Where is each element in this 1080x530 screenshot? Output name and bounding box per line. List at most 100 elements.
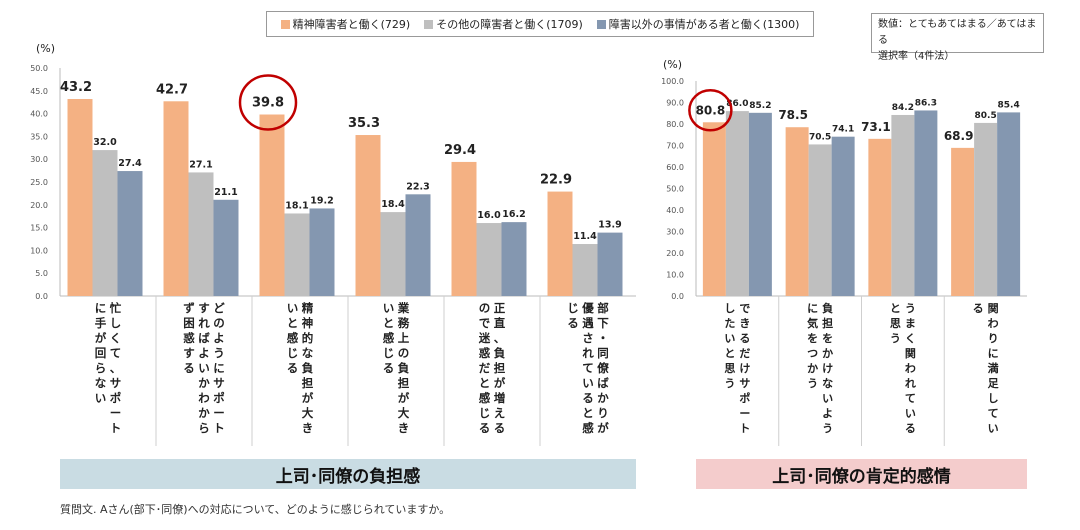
category-label-char: ど bbox=[213, 301, 225, 315]
bar bbox=[831, 136, 855, 296]
category-label-char: い bbox=[822, 392, 833, 405]
bar bbox=[868, 138, 892, 296]
y-tick-label: 40.0 bbox=[30, 110, 48, 119]
category-label-char: る bbox=[479, 421, 491, 435]
bar bbox=[974, 122, 998, 296]
category-label-char: う bbox=[807, 377, 818, 390]
category-label-char: サ bbox=[213, 376, 225, 390]
data-label: 18.1 bbox=[285, 200, 308, 211]
category-label-char: て bbox=[905, 392, 916, 405]
category-label-char: 感 bbox=[287, 331, 299, 345]
y-tick-label: 25.0 bbox=[30, 178, 48, 187]
category-label-char: と bbox=[724, 347, 735, 360]
data-label: 78.5 bbox=[778, 108, 808, 122]
legend-label-1: 精神障害者と働く(729) bbox=[292, 18, 411, 31]
category-label-char: い bbox=[95, 391, 107, 405]
category-label-char: す bbox=[183, 346, 195, 360]
data-label: 84.2 bbox=[892, 103, 914, 113]
data-label: 19.2 bbox=[310, 195, 333, 206]
category-label-char: 神 bbox=[302, 316, 314, 330]
category-label-char: 感 bbox=[479, 391, 491, 405]
highlight-circle bbox=[238, 74, 298, 131]
bar bbox=[597, 232, 623, 296]
data-label: 85.4 bbox=[998, 100, 1020, 110]
y-tick-label: 15.0 bbox=[30, 224, 48, 233]
category-label-char: ト bbox=[110, 421, 122, 435]
y-tick-label: 20.0 bbox=[666, 249, 684, 258]
category-label-char: ポ bbox=[110, 391, 122, 405]
category-label-char: い bbox=[988, 422, 999, 435]
category-label-char: が bbox=[597, 421, 609, 435]
category-label-char: 大 bbox=[398, 406, 410, 420]
category-label-char: 遇 bbox=[582, 316, 594, 330]
category-label-char: る bbox=[494, 421, 506, 435]
category-label-char: か bbox=[822, 347, 833, 360]
category-label-char: が bbox=[494, 376, 506, 390]
y-tick-label: 60.0 bbox=[666, 163, 684, 172]
category-label-char: き bbox=[302, 421, 314, 435]
data-label: 68.9 bbox=[944, 129, 974, 143]
data-label: 16.2 bbox=[502, 209, 525, 220]
data-label: 18.4 bbox=[381, 199, 405, 210]
category-label-char: る bbox=[383, 361, 395, 375]
category-label-char: し bbox=[988, 392, 999, 405]
category-label-char: 増 bbox=[494, 391, 506, 405]
category-label-char: サ bbox=[739, 377, 750, 390]
category-label-char: 回 bbox=[95, 346, 107, 360]
data-label: 11.4 bbox=[573, 231, 597, 242]
y-tick-label: 80.0 bbox=[666, 120, 684, 129]
category-label-char: ば bbox=[198, 331, 210, 345]
category-label-char: 満 bbox=[988, 361, 999, 375]
category-label-char: た bbox=[724, 317, 735, 330]
category-label-char: か bbox=[807, 362, 818, 375]
bar bbox=[188, 172, 214, 296]
legend-label-2: その他の障害者と働く(1709) bbox=[436, 18, 583, 31]
category-label-char: が bbox=[302, 391, 314, 405]
category-label-char: き bbox=[398, 421, 410, 435]
bar bbox=[380, 212, 406, 296]
category-label-char: 担 bbox=[494, 361, 506, 375]
data-label: 43.2 bbox=[60, 80, 92, 95]
data-label: 32.0 bbox=[93, 137, 117, 148]
data-label: 70.5 bbox=[809, 132, 831, 142]
category-label-char: 同 bbox=[597, 346, 609, 360]
data-label: 42.7 bbox=[156, 82, 188, 97]
category-label-char: り bbox=[988, 332, 999, 345]
category-label-char: る bbox=[567, 316, 579, 330]
category-label-char: き bbox=[739, 317, 750, 330]
category-label-char: る bbox=[582, 391, 594, 405]
banner-burden: 上司･同僚の負担感 bbox=[60, 459, 636, 489]
y-tick-label: 20.0 bbox=[30, 201, 48, 210]
y-tick-label: 90.0 bbox=[666, 99, 684, 108]
legend-swatch-2 bbox=[424, 19, 434, 29]
category-label-char: 負 bbox=[302, 361, 314, 375]
banner-positive: 上司･同僚の肯定的感情 bbox=[696, 459, 1027, 489]
category-label-char: な bbox=[822, 377, 833, 390]
bar bbox=[501, 222, 527, 296]
category-label-char: 関 bbox=[988, 302, 999, 315]
category-label-char: 、 bbox=[494, 331, 506, 345]
category-label-char: ・ bbox=[597, 331, 609, 345]
bar bbox=[951, 147, 975, 296]
legend-swatch-1 bbox=[280, 19, 290, 29]
category-label-char: い bbox=[383, 301, 395, 315]
category-label-char: ポ bbox=[739, 391, 750, 405]
measure-note-line-2: 選択率（4件法） bbox=[878, 51, 955, 62]
category-label-char: う bbox=[724, 377, 735, 390]
data-label: 86.3 bbox=[915, 98, 937, 108]
bar bbox=[309, 208, 335, 296]
category-label-char: 大 bbox=[302, 406, 314, 420]
bar bbox=[725, 111, 749, 296]
category-label-char: な bbox=[302, 346, 314, 360]
data-label: 22.9 bbox=[540, 173, 572, 188]
category-label-char: く bbox=[110, 331, 122, 345]
category-label-char: 精 bbox=[302, 301, 314, 315]
category-label-char: い bbox=[582, 376, 594, 390]
data-label: 27.1 bbox=[189, 159, 212, 170]
y-tick-label: 40.0 bbox=[666, 206, 684, 215]
category-label-char: を bbox=[822, 332, 833, 345]
